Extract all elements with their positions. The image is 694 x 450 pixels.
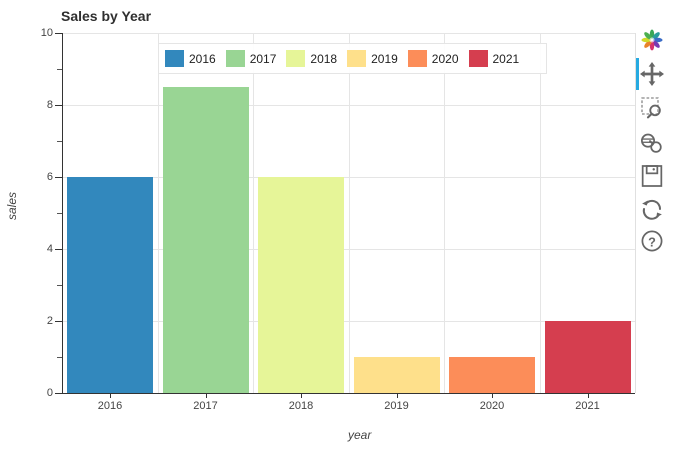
svg-text:?: ? bbox=[648, 236, 656, 250]
